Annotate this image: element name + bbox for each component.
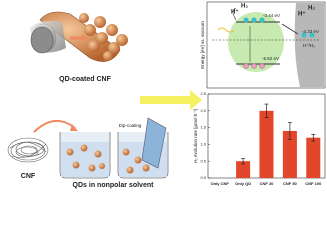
arrow: [33, 120, 76, 133]
qd-coated-cnf-illustration: [30, 11, 128, 62]
arrow: [140, 90, 202, 110]
bar: [236, 161, 251, 178]
axis-label: Energy [eV] vs. vacuum: [200, 21, 205, 69]
bar: [259, 110, 274, 178]
figure: QD-coated CNF CNF Dip-coating QDs in non…: [7, 1, 326, 189]
label: CNF: [21, 173, 36, 180]
bar: [282, 130, 297, 178]
y-tick-label: 2.5: [200, 91, 206, 96]
y-tick-label: 1.5: [200, 125, 206, 130]
label: -4.33 eV: [302, 29, 319, 34]
x-tick-label: Only CNF: [211, 181, 230, 186]
y-tick-label: 0.5: [200, 158, 206, 163]
beaker: [117, 117, 169, 179]
axis-label: H₂ evolution rate [μmol h⁻¹]: [193, 109, 198, 164]
x-tick-label: Only QD: [235, 181, 251, 186]
label: QD-coated CNF: [59, 76, 111, 83]
x-tick-label: CNF 100: [305, 181, 322, 186]
label: H₂: [308, 6, 315, 12]
bar: [306, 137, 321, 178]
label: H₂: [241, 4, 248, 10]
arrow: [70, 124, 78, 131]
beaker: [59, 132, 111, 179]
label: H⁺/H₂: [303, 43, 315, 48]
label: Dip-coating: [119, 123, 142, 128]
label: H⁺: [231, 9, 239, 16]
x-tick-label: CNF 20: [260, 181, 275, 186]
energy-diagram: [206, 1, 326, 89]
label: -3.44 eV: [263, 13, 280, 18]
y-tick-label: 1.0: [200, 141, 206, 146]
y-tick-label: 2.0: [200, 108, 206, 113]
label: QDs in nonpolar solvent: [73, 182, 155, 189]
cnf-illustration: [7, 137, 49, 163]
label: -5.52 eV: [262, 56, 279, 61]
x-tick-label: CNF 50: [283, 181, 298, 186]
label: H⁺: [298, 11, 306, 18]
y-tick-label: 0.0: [200, 175, 206, 180]
